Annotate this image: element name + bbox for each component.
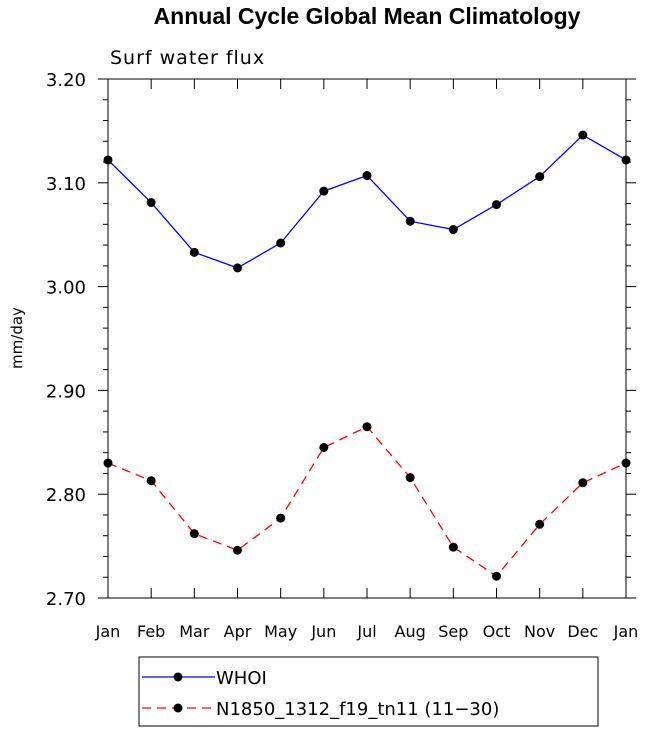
data-point-model <box>146 476 156 486</box>
x-tick-label: Jan <box>613 622 639 641</box>
x-tick-label: Mar <box>179 622 210 641</box>
y-axis-label: mm/day <box>8 307 26 369</box>
data-point-model <box>362 422 372 432</box>
x-tick-label: Jan <box>95 622 121 641</box>
x-tick-labels: Jan Feb Mar Apr May Jun Jul Aug Sep Oct Nov Dec Jan <box>95 622 639 641</box>
data-point-whoi <box>578 130 588 140</box>
data-point-model <box>233 545 242 555</box>
x-tick-label: Jul <box>356 622 376 641</box>
data-point-whoi <box>405 216 415 226</box>
x-tick-label: Dec <box>567 622 598 641</box>
data-point-model <box>535 519 545 529</box>
y-tick-label: 3.00 <box>46 278 86 299</box>
data-point-whoi <box>146 198 156 208</box>
data-point-whoi <box>448 225 458 235</box>
data-point-whoi <box>189 247 199 257</box>
y-tick-label: 2.70 <box>46 589 86 610</box>
y-tick-label: 3.10 <box>46 174 86 195</box>
chart-subtitle: Surf water flux <box>110 47 265 69</box>
data-point-whoi <box>319 186 329 196</box>
legend-marker-model <box>173 703 183 713</box>
data-point-model <box>448 542 458 552</box>
y-tick-labels: 2.70 2.80 2.90 3.00 3.10 3.20 <box>46 70 86 610</box>
data-point-whoi <box>276 238 286 248</box>
data-point-whoi <box>362 171 372 181</box>
legend-label-whoi: WHOI <box>216 668 267 689</box>
x-tick-label: Oct <box>483 622 511 641</box>
series-line-model <box>107 425 627 578</box>
data-point-model <box>578 478 588 488</box>
legend: WHOI N1850_1312_f19_tn11 (11−30) <box>138 656 599 727</box>
series-line-whoi <box>107 134 627 269</box>
x-tick-label: Jun <box>310 622 336 641</box>
data-point-whoi <box>621 155 631 165</box>
data-point-model <box>276 513 286 523</box>
data-point-whoi <box>233 263 242 273</box>
data-point-whoi <box>535 172 545 182</box>
legend-box <box>138 656 599 727</box>
x-tick-label: May <box>264 622 297 641</box>
x-tick-label: Sep <box>438 622 468 641</box>
x-tick-label: Nov <box>524 622 555 641</box>
data-point-whoi <box>492 200 501 210</box>
y-tick-label: 3.20 <box>46 70 86 91</box>
y-tick-label: 2.90 <box>46 381 86 402</box>
chart-title: Annual Cycle Global Mean Climatology <box>154 3 581 29</box>
data-point-model <box>621 458 631 468</box>
axis-ticks <box>98 78 636 599</box>
x-tick-label: Aug <box>395 622 426 641</box>
x-tick-label: Feb <box>137 622 165 641</box>
data-point-model <box>492 571 501 581</box>
data-point-whoi <box>103 155 113 165</box>
data-point-model <box>189 529 199 539</box>
y-tick-label: 2.80 <box>46 485 86 506</box>
legend-label-model: N1850_1312_f19_tn11 (11−30) <box>216 699 499 720</box>
data-point-model <box>319 442 329 452</box>
x-tick-label: Apr <box>224 622 252 641</box>
data-point-model <box>103 458 113 468</box>
legend-marker-whoi <box>173 672 183 682</box>
plot-frame <box>107 78 627 599</box>
series-group <box>103 130 631 581</box>
data-point-model <box>405 473 415 483</box>
